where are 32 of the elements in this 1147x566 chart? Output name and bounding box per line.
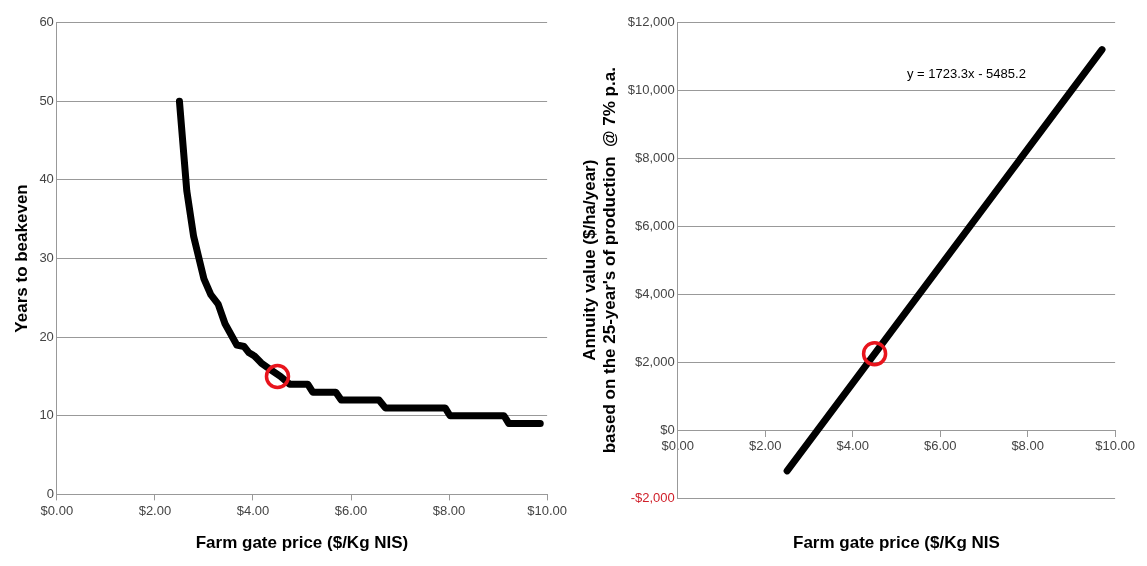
y-axis-title: Years to beakeven	[11, 184, 31, 333]
x-axis-title: Farm gate price ($/Kg NIS)	[195, 533, 409, 553]
annotation: y = 1723.3x - 5485.2	[906, 66, 1026, 82]
y-tick-label: $8,000	[635, 149, 675, 165]
y-tick-label: $6,000	[635, 217, 675, 233]
x-tick-label: $6.00	[923, 438, 957, 454]
y-tick-label: $0	[660, 421, 675, 437]
y-axis-title: Annuity value ($/ha/year) based on the 25-year's of production @ 7% p.a.	[579, 67, 620, 454]
x-tick-label: $0.00	[661, 438, 695, 454]
y-tick-label: $10,000	[627, 82, 675, 98]
y-tick-label: $2,000	[635, 353, 675, 369]
x-tick-label: $0.00	[40, 502, 74, 518]
y-tick-label: 60	[39, 14, 54, 30]
x-tick-label: $8.00	[1011, 438, 1044, 454]
x-tick-label: $6.00	[334, 502, 368, 518]
y-tick-label: 30	[39, 250, 54, 266]
x-tick-label: $8.00	[432, 502, 466, 518]
y-tick-label: $4,000	[635, 285, 675, 301]
y-tick-label: 0	[46, 485, 54, 501]
x-tick-label: $10.00	[1095, 438, 1135, 454]
y-tick-label: -$2,000	[630, 489, 675, 505]
x-tick-label: $10.00	[527, 502, 567, 518]
x-tick-label: $2.00	[138, 502, 172, 518]
y-tick-label: 50	[39, 92, 54, 108]
y-tick-label: 20	[39, 328, 54, 344]
y-tick-label: 40	[39, 171, 54, 187]
x-tick-label: $2.00	[748, 438, 782, 454]
x-axis-title: Farm gate price ($/Kg NIS	[793, 533, 1000, 553]
x-tick-label: $4.00	[236, 502, 270, 518]
x-tick-label: $4.00	[836, 438, 869, 454]
y-tick-label: 10	[39, 407, 54, 423]
y-tick-label: $12,000	[627, 14, 675, 30]
